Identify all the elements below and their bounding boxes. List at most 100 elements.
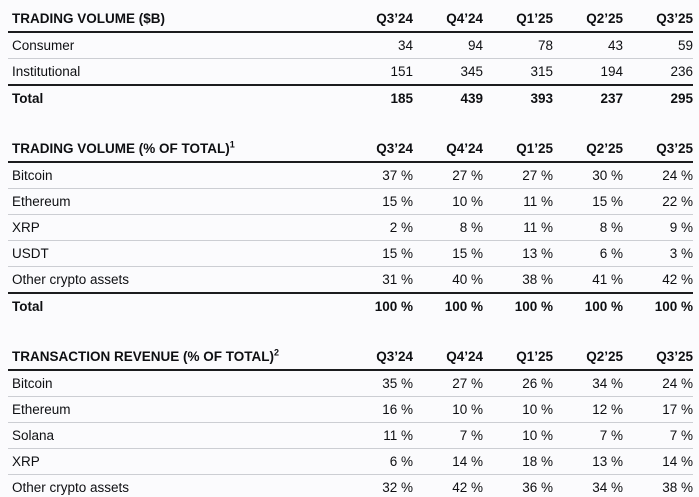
cell-value: 15 % [343,188,413,215]
table-title-text: TRADING VOLUME (% OF TOTAL) [12,140,230,156]
cell-value: 13 % [483,240,553,267]
cell-value: 42 % [623,266,693,294]
column-header: Q2’25 [553,343,623,371]
total-row: Total 185 439 393 237 295 [8,84,693,111]
cell-value: 315 [483,58,553,86]
cell-value: 295 [623,84,693,111]
cell-value: 34 [343,32,413,59]
cell-value: 9 % [623,214,693,241]
cell-value: 100 % [623,292,693,319]
table-row: Institutional 151 345 315 194 236 [8,58,693,86]
column-header: Q3’24 [343,135,413,163]
cell-value: 37 % [343,162,413,189]
cell-value: 15 % [343,240,413,267]
table-row: Bitcoin 37 % 27 % 27 % 30 % 24 % [8,162,693,189]
cell-value: 8 % [413,214,483,241]
cell-value: 3 % [623,240,693,267]
table-row: Bitcoin 35 % 27 % 26 % 34 % 24 % [8,370,693,397]
column-header: Q2’25 [553,135,623,163]
table-row: XRP 2 % 8 % 11 % 8 % 9 % [8,214,693,241]
cell-value: 14 % [623,448,693,475]
cell-value: 15 % [553,188,623,215]
cell-value: 38 % [623,474,693,497]
cell-value: 185 [343,84,413,111]
cell-value: 2 % [343,214,413,241]
row-label: Total [8,292,343,319]
cell-value: 40 % [413,266,483,294]
cell-value: 100 % [553,292,623,319]
cell-value: 11 % [343,422,413,449]
column-header: Q4’24 [413,135,483,163]
cell-value: 24 % [623,370,693,397]
row-label: Other crypto assets [8,474,343,497]
cell-value: 78 [483,32,553,59]
table-header-row: TRANSACTION REVENUE (% OF TOTAL)2 Q3’24 … [8,343,693,371]
table-title: TRADING VOLUME (% OF TOTAL)1 [8,135,343,163]
row-label: Consumer [8,32,343,59]
table-row: Ethereum 16 % 10 % 10 % 12 % 17 % [8,396,693,423]
cell-value: 100 % [483,292,553,319]
row-label: Bitcoin [8,370,343,397]
cell-value: 94 [413,32,483,59]
table-header-row: TRADING VOLUME ($B) Q3’24 Q4’24 Q1’25 Q2… [8,5,693,33]
cell-value: 7 % [413,422,483,449]
column-header: Q1’25 [483,135,553,163]
row-label: XRP [8,214,343,241]
cell-value: 439 [413,84,483,111]
cell-value: 7 % [623,422,693,449]
cell-value: 31 % [343,266,413,294]
cell-value: 10 % [413,188,483,215]
column-header: Q3’24 [343,343,413,371]
row-label: Institutional [8,58,343,86]
column-header: Q3’25 [623,343,693,371]
table-title: TRADING VOLUME ($B) [8,5,343,33]
table-row: USDT 15 % 15 % 13 % 6 % 3 % [8,240,693,267]
cell-value: 11 % [483,214,553,241]
cell-value: 36 % [483,474,553,497]
column-header: Q3’25 [623,5,693,33]
footnote-marker: 2 [274,347,280,357]
cell-value: 43 [553,32,623,59]
row-label: USDT [8,240,343,267]
table-row: Ethereum 15 % 10 % 11 % 15 % 22 % [8,188,693,215]
cell-value: 7 % [553,422,623,449]
cell-value: 27 % [413,370,483,397]
table-row: XRP 6 % 14 % 18 % 13 % 14 % [8,448,693,475]
cell-value: 100 % [413,292,483,319]
table-title: TRANSACTION REVENUE (% OF TOTAL)2 [8,343,343,371]
trading-volume-dollars-table: TRADING VOLUME ($B) Q3’24 Q4’24 Q1’25 Q2… [8,5,693,111]
row-label: XRP [8,448,343,475]
cell-value: 6 % [343,448,413,475]
cell-value: 16 % [343,396,413,423]
table-row: Other crypto assets 32 % 42 % 36 % 34 % … [8,474,693,497]
table-header-row: TRADING VOLUME (% OF TOTAL)1 Q3’24 Q4’24… [8,135,693,163]
column-header: Q3’25 [623,135,693,163]
cell-value: 237 [553,84,623,111]
cell-value: 32 % [343,474,413,497]
column-header: Q4’24 [413,5,483,33]
row-label: Total [8,84,343,111]
table-row: Solana 11 % 7 % 10 % 7 % 7 % [8,422,693,449]
row-label: Solana [8,422,343,449]
cell-value: 10 % [483,422,553,449]
cell-value: 393 [483,84,553,111]
cell-value: 12 % [553,396,623,423]
cell-value: 42 % [413,474,483,497]
cell-value: 17 % [623,396,693,423]
transaction-revenue-percent-table: TRANSACTION REVENUE (% OF TOTAL)2 Q3’24 … [8,343,693,497]
cell-value: 14 % [413,448,483,475]
cell-value: 30 % [553,162,623,189]
column-header: Q1’25 [483,343,553,371]
cell-value: 15 % [413,240,483,267]
cell-value: 38 % [483,266,553,294]
row-label: Ethereum [8,188,343,215]
cell-value: 27 % [413,162,483,189]
table-title-text: TRADING VOLUME ($B) [12,10,165,26]
cell-value: 27 % [483,162,553,189]
cell-value: 59 [623,32,693,59]
cell-value: 100 % [343,292,413,319]
cell-value: 34 % [553,474,623,497]
column-header: Q1’25 [483,5,553,33]
cell-value: 6 % [553,240,623,267]
